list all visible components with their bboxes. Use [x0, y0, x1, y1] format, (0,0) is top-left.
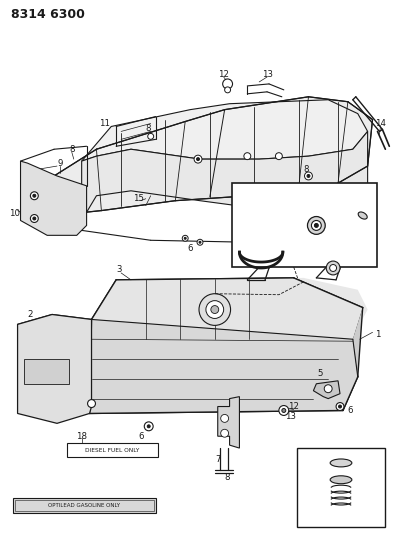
Text: 12: 12 — [288, 402, 299, 411]
Polygon shape — [89, 319, 358, 414]
Text: 8314 6300: 8314 6300 — [11, 8, 85, 21]
Polygon shape — [54, 97, 373, 215]
Circle shape — [148, 133, 154, 139]
Circle shape — [184, 237, 186, 239]
Circle shape — [199, 294, 231, 325]
Bar — [67, 443, 158, 457]
Text: 17: 17 — [352, 471, 363, 480]
Circle shape — [336, 402, 344, 410]
Text: 2: 2 — [28, 310, 33, 319]
Text: 5: 5 — [318, 369, 323, 378]
Circle shape — [33, 217, 36, 220]
Text: 8: 8 — [304, 165, 309, 174]
Polygon shape — [82, 132, 367, 221]
Text: 4: 4 — [245, 257, 250, 266]
Text: 11: 11 — [99, 119, 110, 128]
Text: 13: 13 — [262, 69, 273, 78]
Circle shape — [304, 172, 312, 180]
Text: 6: 6 — [188, 244, 193, 253]
Circle shape — [199, 241, 201, 243]
Bar — [15, 499, 154, 512]
Circle shape — [307, 174, 310, 177]
Ellipse shape — [330, 459, 352, 467]
Text: 8: 8 — [225, 473, 230, 482]
Polygon shape — [20, 161, 87, 236]
Circle shape — [30, 215, 38, 222]
Text: 6: 6 — [138, 432, 144, 441]
Circle shape — [308, 216, 325, 235]
Circle shape — [314, 223, 318, 228]
Circle shape — [87, 400, 95, 408]
Text: 9: 9 — [57, 159, 63, 167]
Bar — [13, 498, 156, 513]
Circle shape — [244, 152, 251, 159]
Circle shape — [33, 194, 36, 197]
Circle shape — [275, 152, 282, 159]
Circle shape — [312, 221, 321, 230]
Circle shape — [326, 261, 340, 275]
Polygon shape — [218, 397, 239, 448]
Polygon shape — [18, 314, 91, 423]
Text: 7: 7 — [215, 456, 221, 464]
Text: 15: 15 — [133, 194, 144, 203]
Text: 1: 1 — [375, 330, 380, 339]
Circle shape — [223, 79, 233, 89]
Bar — [231, 183, 377, 267]
Bar — [24, 359, 69, 384]
Circle shape — [194, 155, 202, 163]
Circle shape — [279, 406, 289, 415]
Text: 22: 22 — [257, 251, 268, 260]
Circle shape — [206, 301, 224, 318]
Circle shape — [261, 232, 267, 238]
Text: 4: 4 — [328, 251, 334, 260]
Circle shape — [147, 425, 150, 428]
Text: 8: 8 — [69, 145, 75, 154]
Circle shape — [338, 405, 342, 408]
Text: 15: 15 — [254, 257, 265, 266]
Circle shape — [197, 239, 203, 245]
Ellipse shape — [330, 476, 352, 484]
Circle shape — [263, 235, 265, 236]
Text: 19: 19 — [79, 501, 89, 510]
Text: 18: 18 — [76, 432, 87, 441]
Circle shape — [182, 236, 188, 241]
Text: 13: 13 — [285, 412, 296, 421]
Polygon shape — [353, 308, 363, 377]
Polygon shape — [91, 278, 367, 341]
Circle shape — [324, 385, 332, 393]
Circle shape — [211, 305, 219, 313]
Text: 6: 6 — [347, 406, 353, 415]
Circle shape — [197, 158, 200, 160]
Text: 20: 20 — [348, 194, 358, 203]
Text: 3: 3 — [117, 265, 122, 274]
Circle shape — [282, 408, 286, 413]
Polygon shape — [91, 278, 363, 339]
Text: 10: 10 — [9, 209, 20, 218]
Ellipse shape — [358, 212, 367, 219]
Circle shape — [221, 429, 229, 437]
Text: 16: 16 — [309, 451, 320, 461]
Text: 8: 8 — [145, 124, 150, 133]
Polygon shape — [313, 381, 340, 399]
Text: OPTILEAD GASOLINE ONLY: OPTILEAD GASOLINE ONLY — [48, 503, 120, 508]
Text: 21: 21 — [323, 216, 334, 225]
Text: 14: 14 — [375, 119, 386, 128]
Polygon shape — [82, 100, 367, 161]
Text: DIESEL FUEL ONLY: DIESEL FUEL ONLY — [85, 448, 139, 453]
Bar — [296, 448, 385, 527]
Circle shape — [221, 415, 229, 422]
Circle shape — [144, 422, 153, 431]
Text: 12: 12 — [218, 69, 229, 78]
Circle shape — [30, 192, 38, 200]
Circle shape — [225, 87, 231, 93]
Circle shape — [330, 264, 337, 271]
